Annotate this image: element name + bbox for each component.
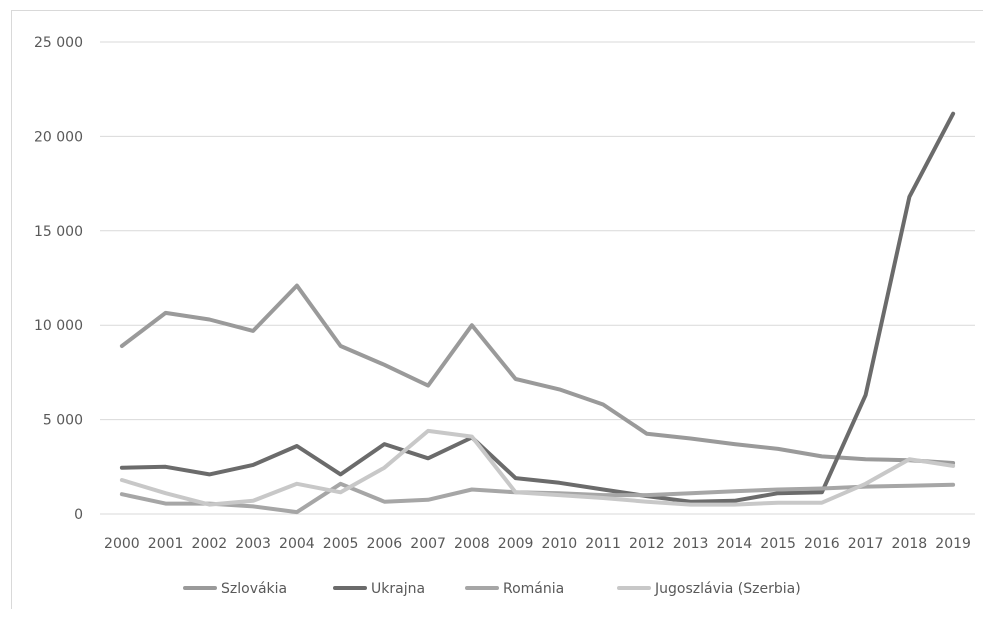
series-lines <box>119 111 956 515</box>
y-tick-label: 5 000 <box>43 413 83 429</box>
legend-label: Jugoszlávia (Szerbia) <box>654 581 801 597</box>
grid <box>100 41 975 515</box>
x-tick-label: 2018 <box>892 536 928 552</box>
x-tick-label: 2002 <box>192 536 228 552</box>
x-tick-label: 2003 <box>235 536 271 552</box>
x-tick-label: 2017 <box>848 536 884 552</box>
x-tick-label: 2004 <box>279 536 315 552</box>
x-tick-label: 2001 <box>148 536 184 552</box>
x-tick-label: 2000 <box>104 536 140 552</box>
y-tick-label: 0 <box>74 507 83 523</box>
x-tick-label: 2010 <box>542 536 578 552</box>
y-tick-label: 10 000 <box>34 318 83 334</box>
legend-label: Románia <box>503 581 564 597</box>
legend: Szlovákia Ukrajna Románia Jugoszlávia (Szer… <box>183 581 801 597</box>
y-tick-label: 25 000 <box>34 35 83 51</box>
series-line-2 <box>119 111 956 504</box>
x-tick-label: 2013 <box>673 536 709 552</box>
legend-label: Ukrajna <box>371 581 425 597</box>
x-tick-label: 2008 <box>454 536 490 552</box>
x-tick-label: 2014 <box>717 536 753 552</box>
legend-label: Szlovákia <box>221 581 287 597</box>
x-axis-ticks: 2000 2001 2002 2003 2004 2005 2006 2007 2008 2009… <box>104 536 971 552</box>
x-tick-label: 2011 <box>585 536 621 552</box>
x-tick-label: 2005 <box>323 536 359 552</box>
series-line-4 <box>119 428 956 507</box>
x-tick-label: 2019 <box>935 536 971 552</box>
x-tick-label: 2015 <box>760 536 796 552</box>
y-tick-label: 15 000 <box>34 224 83 240</box>
x-tick-label: 2012 <box>629 536 665 552</box>
x-tick-label: 2007 <box>410 536 446 552</box>
x-tick-label: 2016 <box>804 536 840 552</box>
x-tick-label: 2006 <box>367 536 403 552</box>
y-axis-ticks: 0 5 000 10 000 15 000 20 000 25 000 <box>34 35 83 523</box>
series-line-1 <box>119 283 956 465</box>
chart-frame <box>11 10 983 609</box>
x-tick-label: 2009 <box>498 536 534 552</box>
y-tick-label: 20 000 <box>34 129 83 145</box>
